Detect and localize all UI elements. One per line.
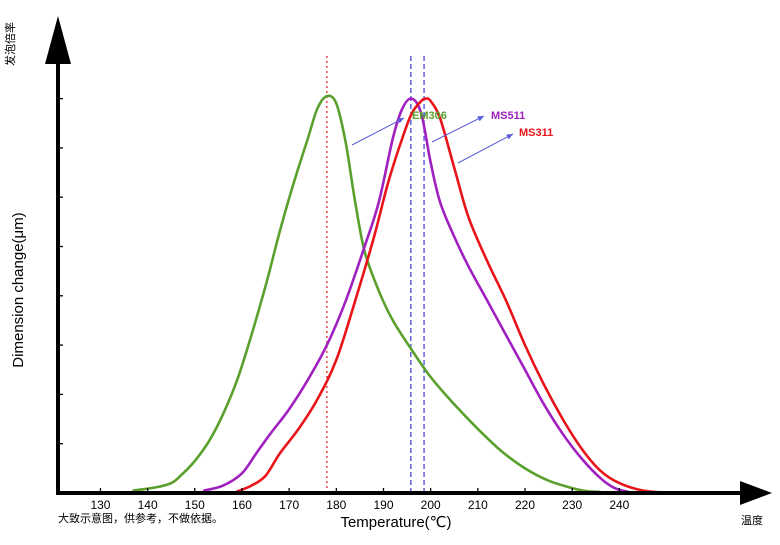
disclaimer-note: 大致示意图，供参考，不做依据。 xyxy=(58,511,223,525)
x-tick-label: 200 xyxy=(421,498,441,512)
series-annotations: EM306 MS511 MS311 xyxy=(351,110,553,164)
x-tick-label: 130 xyxy=(90,498,110,512)
x-axis-ticks: 130 140 150 160 170 180 190 200 210 220 230 240 xyxy=(90,488,630,512)
series-line-em306 xyxy=(132,94,602,494)
annotation-arrow-ms311 xyxy=(457,133,514,164)
annotation-arrow-em306 xyxy=(351,117,405,146)
y-axis-arrow xyxy=(45,16,71,64)
annotation-label-ms311: MS311 xyxy=(519,127,553,139)
y-axis-title-cn: 发泡倍率 xyxy=(3,22,17,66)
x-tick-label: 180 xyxy=(326,498,346,512)
annotation-label-ms511: MS511 xyxy=(491,110,525,122)
annotation-arrow-ms511 xyxy=(431,115,485,143)
annotation-label-em306: EM306 xyxy=(412,110,447,122)
x-tick-label: 220 xyxy=(515,498,535,512)
series-line-ms311 xyxy=(236,97,692,494)
x-axis-title: Temperature(℃) xyxy=(340,514,451,531)
x-tick-label: 160 xyxy=(232,498,252,512)
x-tick-label: 170 xyxy=(279,498,299,512)
x-tick-label: 210 xyxy=(468,498,488,512)
x-tick-label: 240 xyxy=(609,498,629,512)
x-axis-arrow xyxy=(740,481,772,505)
series-line-ms511 xyxy=(202,97,631,494)
x-tick-label: 140 xyxy=(138,498,158,512)
x-tick-label: 190 xyxy=(373,498,393,512)
y-axis-ticks xyxy=(58,48,63,445)
data-series xyxy=(132,94,692,494)
x-tick-label: 230 xyxy=(562,498,582,512)
x-tick-label: 150 xyxy=(185,498,205,512)
x-axis-title-cn: 温度 xyxy=(741,513,763,527)
y-axis-title: Dimension change(μm) xyxy=(10,212,27,367)
